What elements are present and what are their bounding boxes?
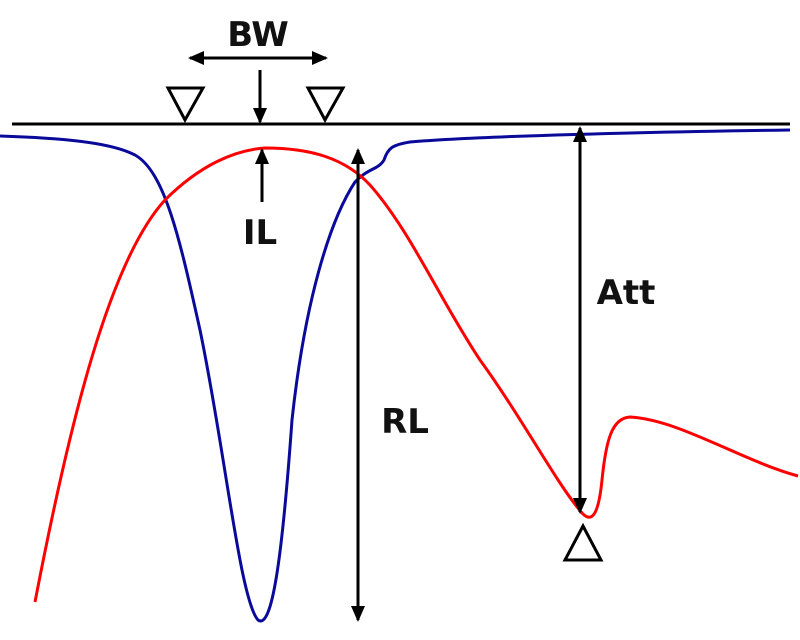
return-loss-label: RL [381, 402, 429, 442]
band-edge-marker-right [305, 86, 346, 124]
red-response-curve [33, 146, 799, 603]
bandwidth-label: BW [227, 15, 289, 55]
blue-response-curve [0, 128, 791, 623]
insertion-loss-label: IL [243, 213, 277, 253]
attenuation-marker [562, 522, 604, 562]
band-edge-marker-left [165, 86, 206, 124]
attenuation-label: Att [597, 273, 656, 313]
